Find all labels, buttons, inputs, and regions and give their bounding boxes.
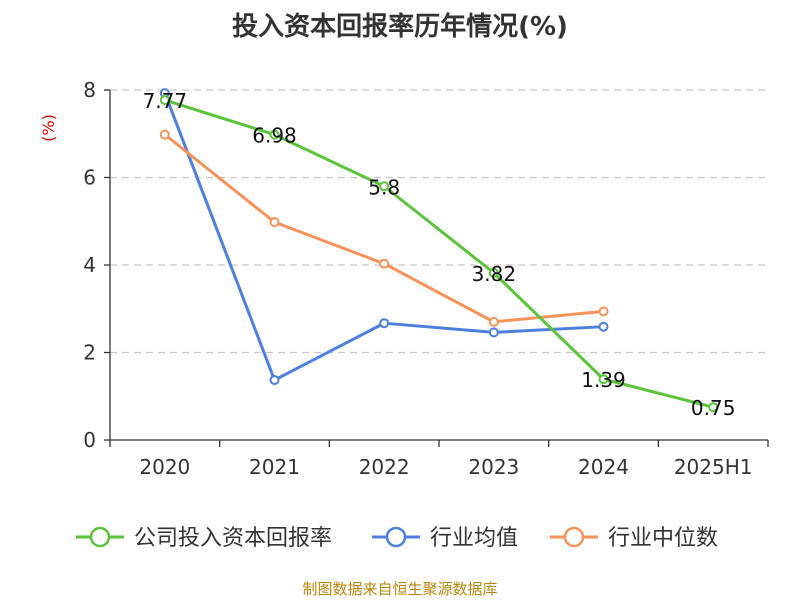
legend[interactable]: 公司投入资本回报率 行业均值 行业中位数 [76,526,718,551]
data-label: 0.75 [691,396,736,420]
data-label: 7.77 [143,89,188,113]
data-label: 3.82 [472,262,517,286]
x-tick-label: 2020 [139,455,190,479]
data-label: 5.8 [368,175,400,199]
data-label: 6.98 [252,124,297,148]
axes: 0 2 4 6 8 2020 2021 2022 2023 2024 2025H1 [83,78,769,479]
series-point-1 [269,375,280,386]
chart-title: 投入资本回报率历年情况(%) [232,12,568,42]
x-tick-label: 2025H1 [674,455,753,479]
legend-label-1: 行业均值 [430,526,518,551]
series-point-1 [379,318,390,329]
series-point-2 [269,217,280,228]
series-point-0 [598,374,609,385]
legend-marker-2 [563,526,585,548]
x-tick-label: 2024 [578,455,629,479]
series-point-2 [488,316,499,327]
y-tick-label: 4 [83,253,96,277]
series-point-2 [598,306,609,317]
legend-marker-0 [89,526,111,548]
x-tick-label: 2022 [359,455,410,479]
grid-lines [110,89,768,354]
series-point-1 [598,321,609,332]
series-point-0 [488,267,499,278]
y-axis-unit-label: (%) [39,114,58,142]
series-point-2 [379,258,390,269]
series-line-1 [163,92,604,382]
legend-marker-1 [385,526,407,548]
series-lines [159,88,719,413]
source-note: 制图数据来自恒生聚源数据库 [302,580,498,598]
series-point-0 [708,402,719,413]
series-point-1 [488,327,499,338]
x-tick-label: 2023 [468,455,519,479]
y-tick-label: 0 [83,428,96,452]
legend-label-0: 公司投入资本回报率 [134,526,332,551]
data-labels: 7.77 6.98 5.8 3.82 1.39 0.75 [143,89,736,420]
y-tick-label: 6 [83,166,96,190]
series-point-0 [159,95,170,106]
series-line-2 [163,133,604,324]
x-tick-label: 2021 [249,455,300,479]
series-point-2 [159,129,170,140]
series-point-0 [269,129,280,140]
data-label: 1.39 [581,368,626,392]
y-tick-label: 8 [83,78,96,102]
legend-label-2: 行业中位数 [608,526,718,551]
y-tick-label: 2 [83,341,96,365]
series-line-0 [164,98,714,409]
series-point-0 [379,181,390,192]
